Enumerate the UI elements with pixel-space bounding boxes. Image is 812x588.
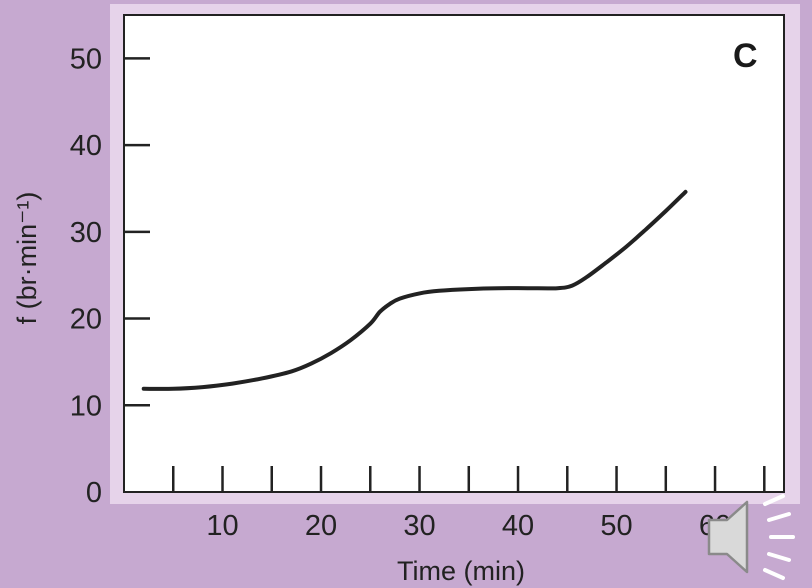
x-tick-label: 20: [305, 510, 337, 542]
x-tick-label: 40: [502, 510, 534, 542]
x-tick-label: 10: [206, 510, 238, 542]
y-axis-tick-labels: 0 10 20 30 40 50: [70, 43, 102, 509]
x-axis-ticks: [172, 466, 766, 492]
y-tick-label: 50: [70, 43, 102, 75]
y-tick-label: 0: [86, 477, 102, 509]
y-axis-label: f (br·min⁻¹): [12, 192, 42, 325]
panel-label: C: [733, 37, 758, 75]
y-tick-label: 30: [70, 217, 102, 249]
speaker-icon[interactable]: [707, 494, 795, 580]
y-tick-label: 20: [70, 304, 102, 336]
y-axis-ticks: [124, 57, 150, 407]
x-axis-label: Time (min): [397, 556, 525, 586]
y-tick-label: 10: [70, 390, 102, 422]
y-tick-label: 40: [70, 130, 102, 162]
series-line: [141, 189, 688, 391]
x-tick-label: 50: [600, 510, 632, 542]
x-tick-label: 30: [403, 510, 435, 542]
plot-area: [123, 14, 785, 493]
x-axis-tick-labels: 102030405060: [206, 510, 731, 542]
